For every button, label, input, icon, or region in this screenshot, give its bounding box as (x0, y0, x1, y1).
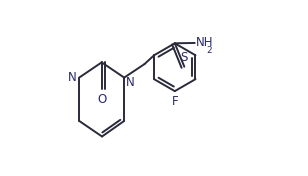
Text: N: N (126, 76, 135, 89)
Text: N: N (68, 71, 77, 84)
Text: NH: NH (196, 36, 213, 49)
Text: 2: 2 (206, 46, 212, 55)
Text: S: S (180, 51, 188, 64)
Text: F: F (172, 95, 178, 108)
Text: O: O (97, 93, 106, 106)
